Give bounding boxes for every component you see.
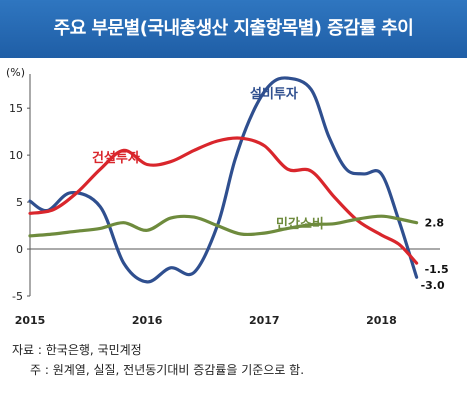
title-bar: 주요 부문별(국내총생산 지출항목별) 증감률 추이 [0, 0, 467, 58]
y-tick-label: 10 [9, 149, 23, 162]
chart-area: (%) 15 10 5 0 -5 2015 2016 2017 2018 설비투자 -3.0 건설투자 -… [0, 58, 467, 336]
series-name-label: 민간소비 [276, 216, 324, 232]
label-layer: (%) 15 10 5 0 -5 2015 2016 2017 2018 설비투자 -3.0 건설투자 -… [6, 66, 449, 327]
y-unit-label: (%) [6, 66, 25, 79]
y-tick-label: 15 [9, 102, 23, 115]
x-tick-label: 2017 [249, 314, 280, 327]
x-tick-label: 2016 [132, 314, 163, 327]
footnotes: 자료 : 한국은행, 국민계정 주 : 원계열, 실질, 전년동기대비 증감률을… [12, 340, 462, 380]
series-end-label: 2.8 [425, 217, 445, 230]
method-note: 주 : 원계열, 실질, 전년동기대비 증감률을 기준으로 함. [30, 363, 305, 377]
series-layer [28, 76, 419, 284]
series-line [28, 214, 419, 238]
axes-layer [27, 74, 440, 297]
series-end-label: -1.5 [425, 263, 449, 276]
line-chart: (%) 15 10 5 0 -5 2015 2016 2017 2018 설비투자 -3.0 건설투자 -… [6, 66, 449, 327]
x-tick-label: 2015 [15, 314, 46, 327]
series-line [28, 136, 419, 265]
series-name-label: 설비투자 [250, 87, 298, 102]
y-tick-label: 0 [16, 243, 23, 256]
y-tick-label: 5 [16, 196, 23, 209]
chart-title: 주요 부문별(국내총생산 지출항목별) 증감률 추이 [53, 18, 414, 39]
source-note: 자료 : 한국은행, 국민계정 [12, 343, 142, 357]
series-name-label: 건설투자 [92, 150, 140, 166]
y-tick-label: -5 [12, 290, 23, 303]
x-tick-label: 2018 [366, 314, 397, 327]
series-end-label: -3.0 [421, 279, 445, 292]
